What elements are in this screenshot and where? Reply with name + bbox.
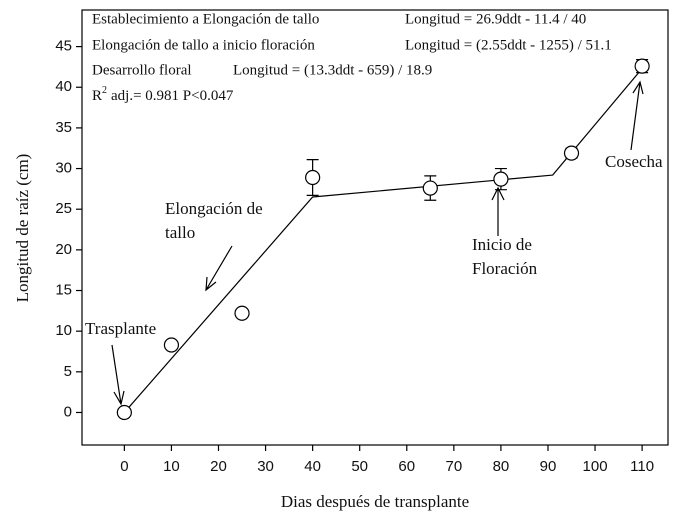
- point: [116, 404, 132, 421]
- y-tick-label: 5: [64, 363, 72, 380]
- x-tick-label: 70: [445, 458, 462, 475]
- point: [234, 305, 250, 321]
- equation-label: Establecimiento a Elongación de tallo: [92, 11, 319, 27]
- point: [422, 180, 438, 196]
- equation-formula: Longitud = (13.3ddt - 659) / 18.9: [233, 62, 432, 78]
- y-tick-label: 45: [55, 38, 72, 55]
- x-tick-label: 0: [120, 458, 128, 475]
- x-tick-label: 50: [351, 458, 368, 475]
- annotation: Inicio de: [472, 235, 532, 254]
- equation-label: Desarrollo floral: [92, 62, 192, 78]
- x-tick-label: 10: [163, 458, 180, 475]
- x-tick-label: 30: [257, 458, 274, 475]
- stats-base: R: [92, 88, 102, 104]
- point: [563, 145, 580, 161]
- arrow: [111, 344, 125, 406]
- annotation: Cosecha: [605, 152, 663, 171]
- x-tick-label: 20: [210, 458, 227, 475]
- x-tick-label: 90: [540, 458, 557, 475]
- equation-formula: Longitud = (2.55ddt - 1255) / 51.1: [405, 37, 612, 53]
- plot-frame: [81, 9, 669, 446]
- arrows: [111, 80, 644, 406]
- x-tick-label: 40: [304, 458, 321, 475]
- annotation: Elongación de: [165, 199, 263, 218]
- point: [163, 337, 180, 353]
- y-tick-label: 15: [55, 281, 72, 298]
- annotation: Trasplante: [85, 319, 156, 338]
- arrow: [491, 186, 505, 236]
- equation-label: Elongación de tallo a inicio floración: [92, 37, 315, 53]
- y-tick-label: 25: [55, 200, 72, 217]
- arrow: [630, 80, 644, 151]
- y-tick-label: 35: [55, 119, 72, 136]
- stats: R2 adj.= 0.981 P<0.047: [92, 85, 234, 104]
- y-tick-label: 10: [55, 322, 72, 339]
- stats-rest: adj.= 0.981 P<0.047: [111, 88, 234, 104]
- x-tick-label: 110: [630, 458, 654, 475]
- point: [634, 58, 650, 74]
- x-tick-label: 60: [398, 458, 415, 475]
- y-tick-label: 40: [55, 78, 72, 95]
- equation-formula: Longitud = 26.9ddt - 11.4 / 40: [405, 11, 586, 27]
- point: [493, 171, 509, 187]
- annotation: Floración: [472, 259, 538, 278]
- point: [305, 169, 321, 186]
- y-tick-label: 30: [55, 160, 72, 177]
- y-tick-label: 0: [64, 403, 72, 420]
- annotation: tallo: [165, 223, 195, 242]
- arrow: [205, 245, 233, 292]
- stats-sup: 2: [102, 85, 107, 96]
- fit-line: [123, 68, 643, 413]
- x-axis-label: Dias después de transplante: [281, 492, 469, 511]
- x-tick-label: 80: [493, 458, 510, 475]
- y-tick-label: 20: [55, 241, 72, 258]
- y-axis-label: Longitud de raíz (cm): [13, 154, 32, 303]
- x-tick-label: 100: [583, 458, 608, 475]
